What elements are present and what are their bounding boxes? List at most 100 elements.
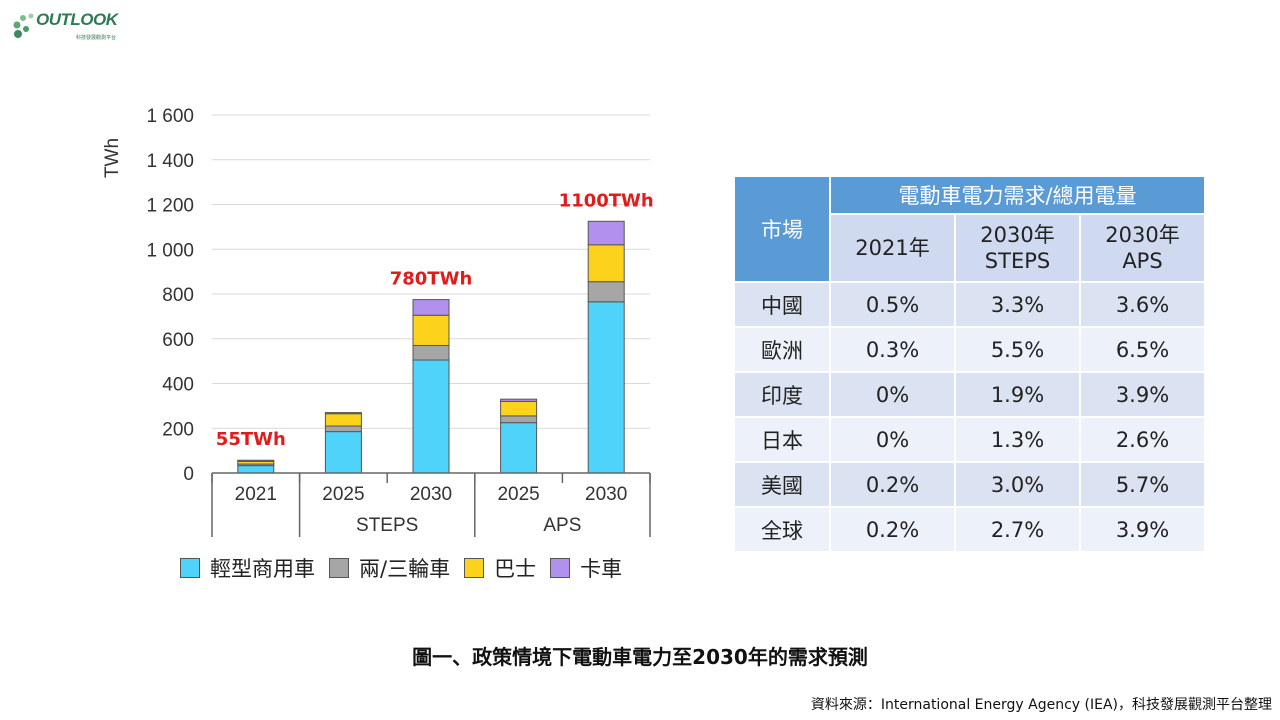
- x-tick-labels: 2021 2025 2030 2025 2030 STEPS APS: [235, 484, 628, 536]
- legend-item: 卡車: [550, 553, 622, 583]
- legend-item: 巴士: [464, 553, 536, 583]
- bar-segment-truck: [587, 220, 625, 246]
- value-cell: 3.0%: [956, 461, 1081, 506]
- column-header-row: 2021年 2030年 STEPS 2030年 APS: [735, 215, 1204, 281]
- bar-segment-bus: [587, 244, 625, 283]
- y-tick-label: 1 400: [146, 151, 194, 172]
- table-row: 美國 0.2% 3.0% 5.7%: [735, 461, 1204, 506]
- legend-swatch: [180, 558, 200, 578]
- bar-segment-bus: [412, 314, 450, 346]
- market-cell: 歐洲: [735, 326, 831, 371]
- bar-segment-bus: [500, 400, 538, 417]
- x-group-label: APS: [543, 515, 581, 536]
- legend-item: 輕型商用車: [180, 553, 315, 583]
- group-header: 電動車電力需求/總用電量: [831, 177, 1204, 215]
- bar-segment-two-three-wheeler: [324, 425, 362, 433]
- ev-electricity-demand-chart: 0 200 400 600 800 1 000 1 200 1 400 1 600 TWh 20…: [102, 106, 654, 537]
- value-cell: 2.7%: [956, 506, 1081, 551]
- value-cell: 3.6%: [1081, 281, 1204, 326]
- y-axis-label: TWh: [102, 138, 123, 178]
- bar-segment-light-commercial: [324, 431, 362, 474]
- y-tick-label: 1 600: [146, 106, 194, 127]
- bar-segment-truck: [324, 412, 362, 415]
- table-row: 中國 0.5% 3.3% 3.6%: [735, 281, 1204, 326]
- bars: [237, 220, 625, 474]
- market-cell: 中國: [735, 281, 831, 326]
- value-cell: 3.9%: [1081, 371, 1204, 416]
- x-tick-label: 2030: [585, 484, 627, 505]
- legend-label: 兩/三輪車: [359, 557, 451, 581]
- value-cell: 0%: [831, 371, 956, 416]
- legend-label: 巴士: [494, 557, 537, 581]
- bar-segment-light-commercial: [587, 301, 625, 474]
- total-label: 1100TWh: [559, 190, 654, 211]
- y-tick-label: 1 000: [146, 240, 194, 261]
- column-header: 2030年 STEPS: [956, 215, 1081, 281]
- bar-segment-light-commercial: [237, 465, 275, 474]
- market-cell: 美國: [735, 461, 831, 506]
- value-cell: 0.5%: [831, 281, 956, 326]
- value-cell: 5.7%: [1081, 461, 1204, 506]
- value-cell: 1.9%: [956, 371, 1081, 416]
- y-tick-label: 0: [183, 464, 194, 485]
- legend-label: 輕型商用車: [210, 557, 315, 581]
- x-axis: [211, 472, 651, 537]
- source-note: 資料來源：International Energy Agency (IEA)，科…: [810, 697, 1272, 713]
- table-row: 印度 0% 1.9% 3.9%: [735, 371, 1204, 416]
- value-cell: 3.3%: [956, 281, 1081, 326]
- y-tick-label: 400: [162, 375, 194, 396]
- market-cell: 日本: [735, 416, 831, 461]
- logo-dots-icon: [13, 13, 34, 38]
- x-tick-label: 2030: [410, 484, 452, 505]
- bar-segment-two-three-wheeler: [412, 344, 450, 361]
- legend-swatch: [329, 558, 349, 578]
- bar-segment-truck: [237, 459, 275, 462]
- y-tick-label: 800: [162, 285, 194, 306]
- bar-segment-bus: [324, 413, 362, 427]
- bar-segment-truck: [500, 398, 538, 402]
- x-tick-label: 2021: [235, 484, 277, 505]
- market-header: 市場: [735, 177, 831, 281]
- logo-subtitle: 科技發展觀測平台: [76, 35, 117, 41]
- x-group-label: STEPS: [356, 515, 418, 536]
- legend-swatch: [464, 558, 485, 578]
- total-labels: 55TWh 780TWh 1100TWh: [216, 190, 654, 450]
- table-row: 歐洲 0.3% 5.5% 6.5%: [735, 326, 1204, 371]
- logo-wordmark: OUTLOOK: [36, 10, 118, 29]
- value-cell: 1.3%: [956, 416, 1081, 461]
- value-cell: 0%: [831, 416, 956, 461]
- value-cell: 2.6%: [1081, 416, 1204, 461]
- bar-segment-two-three-wheeler: [587, 281, 625, 303]
- table-row: 日本 0% 1.3% 2.6%: [735, 416, 1204, 461]
- y-tick-label: 600: [162, 330, 194, 351]
- total-label: 780TWh: [390, 269, 473, 290]
- figure-caption: 圖一、政策情境下電動車電力至2030年的需求預測: [412, 645, 868, 669]
- value-cell: 0.2%: [831, 461, 956, 506]
- table-row: 全球 0.2% 2.7% 3.9%: [735, 506, 1204, 551]
- bar-segment-light-commercial: [500, 422, 538, 474]
- total-label: 55TWh: [216, 429, 286, 450]
- value-cell: 5.5%: [956, 326, 1081, 371]
- y-tick-label: 1 200: [146, 196, 194, 217]
- legend-swatch: [550, 558, 571, 578]
- column-header: 2030年 APS: [1081, 215, 1204, 281]
- bar-segment-truck: [412, 299, 450, 316]
- y-tick-labels: 0 200 400 600 800 1 000 1 200 1 400 1 600: [146, 106, 194, 485]
- market-cell: 全球: [735, 506, 831, 551]
- demand-share-table: 市場 電動車電力需求/總用電量 2021年 2030年 STEPS 2030年 APS …: [735, 177, 1204, 551]
- value-cell: 3.9%: [1081, 506, 1204, 551]
- x-tick-label: 2025: [497, 484, 539, 505]
- chart-legend: 輕型商用車 兩/三輪車 巴士 卡車: [180, 553, 636, 583]
- outlook-logo: OUTLOOK 科技發展觀測平台: [10, 8, 120, 44]
- legend-label: 卡車: [580, 557, 623, 581]
- x-tick-label: 2025: [322, 484, 364, 505]
- value-cell: 6.5%: [1081, 326, 1204, 371]
- legend-item: 兩/三輪車: [329, 553, 450, 583]
- bar-segment-light-commercial: [412, 359, 450, 474]
- value-cell: 0.3%: [831, 326, 956, 371]
- y-tick-label: 200: [162, 419, 194, 440]
- value-cell: 0.2%: [831, 506, 956, 551]
- market-cell: 印度: [735, 371, 831, 416]
- bar-segment-two-three-wheeler: [500, 415, 538, 424]
- column-header: 2021年: [831, 215, 956, 281]
